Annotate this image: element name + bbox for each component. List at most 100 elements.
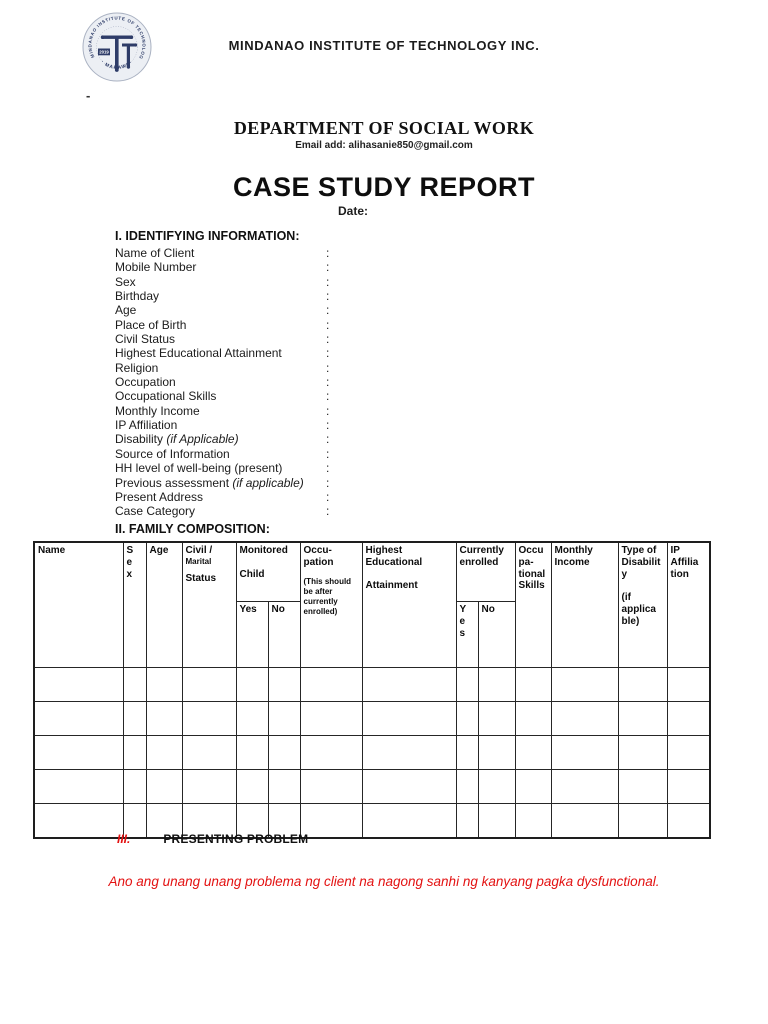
table-cell — [122, 735, 147, 770]
table-cell — [477, 769, 516, 804]
table-row — [33, 701, 711, 736]
table-cell — [145, 701, 183, 736]
field-row: Source of Information: — [115, 447, 535, 461]
field-label: HH level of well-being (present) — [115, 461, 283, 476]
table-cell — [122, 769, 147, 804]
field-label: Birthday — [115, 289, 160, 304]
field-row: Place of Birth: — [115, 318, 535, 332]
table-cell — [181, 701, 237, 736]
table-cell — [145, 769, 183, 804]
sub-header-enrolled-yes: Y e s — [455, 601, 479, 668]
table-cell — [514, 769, 552, 804]
field-label: Case Category — [115, 504, 196, 519]
col-header-ip-affiliation: IP Affilia tion — [666, 541, 711, 668]
table-cell — [617, 735, 668, 770]
table-cell — [361, 667, 457, 702]
field-row: Birthday: — [115, 289, 535, 303]
identifying-information-section: I. IDENTIFYING INFORMATION: Name of Clie… — [115, 229, 535, 519]
field-colon: : — [326, 432, 330, 447]
field-colon: : — [326, 289, 330, 304]
field-colon: : — [326, 389, 330, 404]
table-cell — [455, 803, 479, 839]
table-row — [33, 769, 711, 804]
field-label: IP Affiliation — [115, 418, 178, 433]
field-colon: : — [326, 418, 330, 433]
table-cell — [514, 735, 552, 770]
field-colon: : — [326, 260, 330, 275]
table-cell — [122, 667, 147, 702]
field-label: Civil Status — [115, 332, 176, 347]
table-cell — [617, 769, 668, 804]
field-label: Source of Information — [115, 446, 230, 461]
institution-title: MINDANAO INSTITUTE OF TECHNOLOGY INC. — [228, 38, 540, 53]
table-cell — [267, 735, 301, 770]
field-row: Sex: — [115, 275, 535, 289]
table-cell — [181, 667, 237, 702]
stray-dash: - — [86, 88, 91, 103]
table-cell — [550, 667, 619, 702]
table-cell — [122, 701, 147, 736]
section-heading-identifying-information: I. IDENTIFYING INFORMATION: — [115, 229, 300, 243]
field-label: Disability (if Applicable) — [115, 432, 239, 447]
field-colon: : — [326, 274, 330, 289]
col-header-name: Name — [33, 541, 124, 668]
table-cell — [617, 701, 668, 736]
table-cell — [455, 701, 479, 736]
col-header-currently-enrolled: Currently enrolled — [455, 541, 516, 602]
table-cell — [235, 803, 269, 839]
report-title: CASE STUDY REPORT — [232, 172, 536, 202]
table-cell — [235, 769, 269, 804]
field-row: HH level of well-being (present): — [115, 461, 535, 475]
table-cell — [299, 769, 363, 804]
field-label: Previous assessment (if applicable) — [115, 475, 304, 490]
seal-year: 2019 — [99, 50, 109, 55]
table-cell — [235, 701, 269, 736]
col-header-occupational-skills: Occu pa- tional Skills — [514, 541, 552, 668]
table-cell — [235, 735, 269, 770]
field-label: Place of Birth — [115, 317, 187, 332]
department-title: DEPARTMENT OF SOCIAL WORK — [233, 118, 535, 138]
table-cell — [299, 735, 363, 770]
presenting-problem-numeral: III. — [117, 832, 131, 846]
field-colon: : — [326, 403, 330, 418]
table-cell — [361, 735, 457, 770]
field-label: Monthly Income — [115, 403, 200, 418]
table-cell — [666, 735, 711, 770]
table-cell — [666, 769, 711, 804]
table-cell — [33, 735, 124, 770]
table-cell — [514, 803, 552, 839]
field-colon: : — [326, 461, 330, 476]
field-label: Highest Educational Attainment — [115, 346, 282, 361]
table-cell — [455, 769, 479, 804]
field-label: Age — [115, 303, 137, 318]
presenting-problem-note: Ano ang unang unang problema ng client n… — [108, 874, 660, 889]
field-row: Highest Educational Attainment: — [115, 346, 535, 360]
field-colon: : — [326, 332, 330, 347]
table-cell — [267, 701, 301, 736]
field-colon: : — [326, 475, 330, 490]
field-row: Age: — [115, 303, 535, 317]
field-row: Monthly Income: — [115, 404, 535, 418]
table-cell — [299, 803, 363, 839]
table-cell — [477, 803, 516, 839]
table-cell — [235, 667, 269, 702]
field-row: Previous assessment (if applicable): — [115, 476, 535, 490]
email-line: Email add: alihasanie850@gmail.com — [295, 140, 473, 151]
table-cell — [33, 803, 124, 839]
table-cell — [181, 735, 237, 770]
field-row: Occupational Skills: — [115, 389, 535, 403]
table-cell — [666, 667, 711, 702]
col-header-monitored-child: Monitored Child — [235, 541, 301, 602]
field-colon: : — [326, 346, 330, 361]
table-cell — [361, 701, 457, 736]
col-header-civil-status: Civil / Marital Status — [181, 541, 237, 668]
field-row: Civil Status: — [115, 332, 535, 346]
field-row: Occupation: — [115, 375, 535, 389]
field-row: IP Affiliation: — [115, 418, 535, 432]
presenting-problem-title: PRESENTING PROBLEM — [163, 832, 309, 846]
field-colon: : — [326, 360, 330, 375]
sub-header-monitored-no: No — [267, 601, 301, 668]
table-cell — [550, 701, 619, 736]
table-cell — [514, 667, 552, 702]
table-cell — [514, 701, 552, 736]
